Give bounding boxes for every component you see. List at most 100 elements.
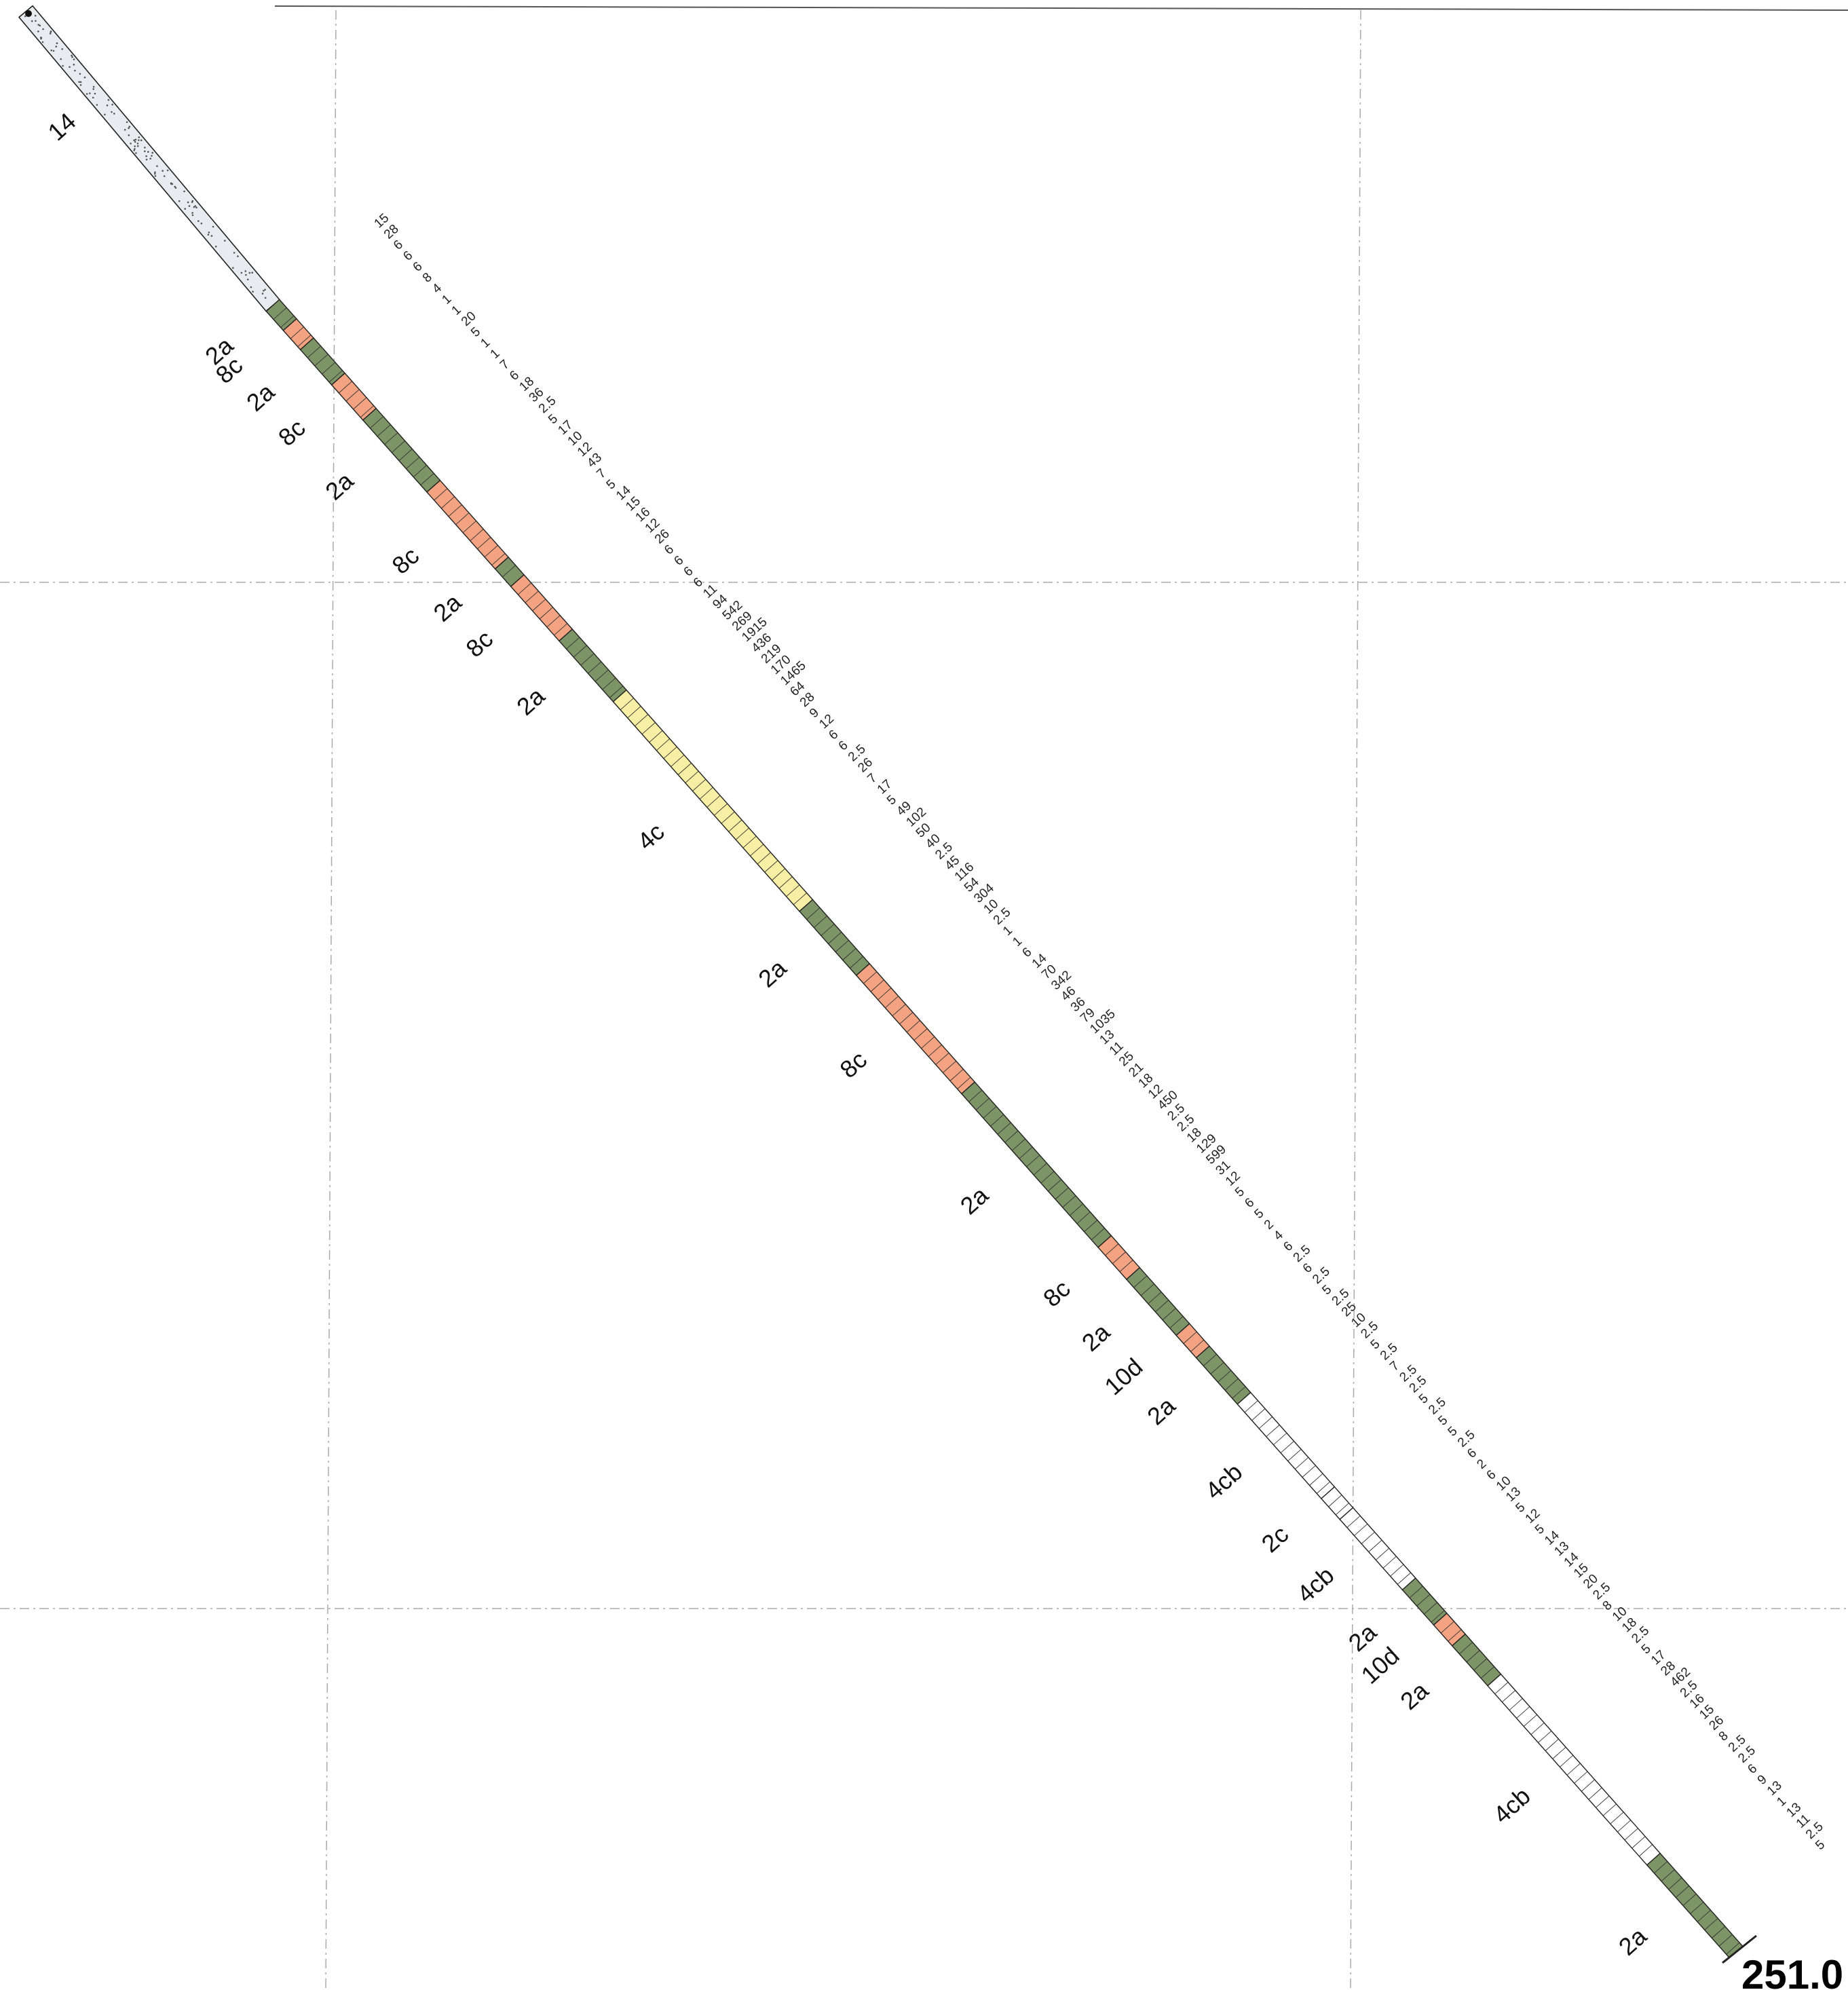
sample-tick [685, 770, 699, 783]
stipple-dot [244, 270, 247, 272]
sample-tick [1162, 1308, 1176, 1321]
sample-tick [518, 582, 531, 595]
zone-label: 2a [753, 954, 792, 993]
zone-label: 10d [1099, 1353, 1148, 1401]
sample-tick [554, 623, 568, 636]
zone-label: 2a [320, 466, 359, 506]
sample-tick [1224, 1378, 1239, 1391]
sample-tick [588, 661, 602, 674]
stipple-dot [49, 33, 52, 35]
sample-tick [1494, 1682, 1509, 1695]
unit-interval [558, 628, 627, 702]
lithology-unit-2a: 2a [955, 1081, 1112, 1248]
sample-tick [546, 615, 561, 628]
zone-label: 2a [1076, 1317, 1116, 1357]
sample-tick [975, 1097, 989, 1110]
stipple-dot [144, 150, 146, 153]
lithology-unit-10d: 10d [1356, 1613, 1467, 1689]
sample-tick [1012, 1138, 1025, 1151]
sample-tick [406, 457, 420, 470]
sample-tick [1062, 1195, 1076, 1208]
sample-tick [742, 836, 757, 848]
stipple-dot [147, 151, 149, 153]
unit-interval [1125, 1266, 1190, 1336]
stipple-dot [195, 206, 197, 209]
stipple-dot [107, 98, 110, 101]
zone-label: 2a [511, 681, 550, 721]
stipple-dot [151, 155, 153, 157]
unit-interval [1401, 1577, 1448, 1626]
sample-tick [1302, 1465, 1316, 1478]
sample-tick [1287, 1448, 1302, 1461]
sample-tick [983, 1106, 997, 1119]
sample-tick [484, 545, 498, 558]
stipple-dot [138, 139, 140, 141]
stipple-dot [128, 127, 130, 130]
sample-tick [1232, 1386, 1246, 1399]
sample-tick [1004, 1130, 1019, 1143]
sample-tick [609, 686, 623, 698]
zone-label: 8c [834, 1045, 872, 1083]
stipple-dot [197, 220, 200, 223]
stipple-dot [52, 50, 55, 52]
sample-tick [949, 1068, 964, 1081]
sample-tick [1661, 1869, 1675, 1882]
lithology-unit-8c: 8c [386, 479, 510, 580]
unit-interval [855, 962, 976, 1095]
stipple-dot [40, 37, 42, 39]
stipple-dot [154, 171, 156, 174]
sample-tick [750, 844, 764, 857]
stipple-dot [184, 208, 187, 210]
sample-tick [677, 762, 692, 775]
stipple-dot [61, 48, 63, 50]
sample-tick [398, 449, 413, 462]
stipple-dot [73, 63, 75, 66]
sample-tick [345, 389, 360, 402]
sample-tick [1431, 1610, 1445, 1623]
unit-interval [1451, 1633, 1502, 1687]
lithology-unit-2a: 2a [1142, 1345, 1251, 1430]
stipple-dot [42, 28, 44, 31]
stipple-dot [263, 290, 265, 292]
sample-tick [384, 432, 398, 445]
sample-tick [1055, 1187, 1069, 1200]
stipple-dot [133, 149, 135, 151]
sample-tick [434, 488, 448, 501]
sample-tick [441, 496, 455, 509]
sample-tick [1712, 1926, 1726, 1938]
sample-tick [1668, 1877, 1682, 1890]
lithology-unit-4cb: 4cb [1200, 1391, 1336, 1505]
sample-tick [1509, 1698, 1523, 1711]
sample-tick [835, 939, 849, 952]
unit-interval [960, 1081, 1112, 1248]
sample-tick [1112, 1252, 1126, 1264]
assay-value: 2.5 [1378, 1340, 1401, 1363]
sample-tick [1382, 1556, 1397, 1569]
zone-label: 2c [1256, 1520, 1294, 1558]
sample-tick [699, 787, 713, 800]
sample-tick [1480, 1666, 1494, 1679]
sample-tick [1552, 1746, 1566, 1759]
stipple-dot [191, 201, 193, 204]
sample-tick [1076, 1212, 1091, 1224]
sample-tick [1309, 1473, 1323, 1486]
lithology-unit-2a: 2a [241, 337, 346, 417]
lithology-unit-8c: 8c [1038, 1235, 1141, 1313]
lithology-unit-2a: 2a [428, 556, 525, 627]
lithology-unit-8c: 8c [834, 962, 976, 1095]
assay-value: 2.5 [1310, 1264, 1333, 1287]
sample-tick [1397, 1572, 1411, 1585]
sample-tick [735, 827, 749, 840]
sample-tick [1424, 1602, 1437, 1615]
sample-tick [1448, 1629, 1462, 1642]
sample-tick [1726, 1942, 1740, 1955]
zone-label: 8c [1038, 1275, 1076, 1313]
sample-tick [814, 916, 827, 928]
stipple-dot [145, 155, 147, 157]
sample-tick [885, 996, 899, 1009]
sample-tick [1459, 1642, 1473, 1655]
stipple-dot [154, 172, 156, 175]
sample-tick [1682, 1894, 1697, 1907]
sample-tick [1140, 1283, 1154, 1296]
zone-label: 4c [632, 817, 670, 855]
